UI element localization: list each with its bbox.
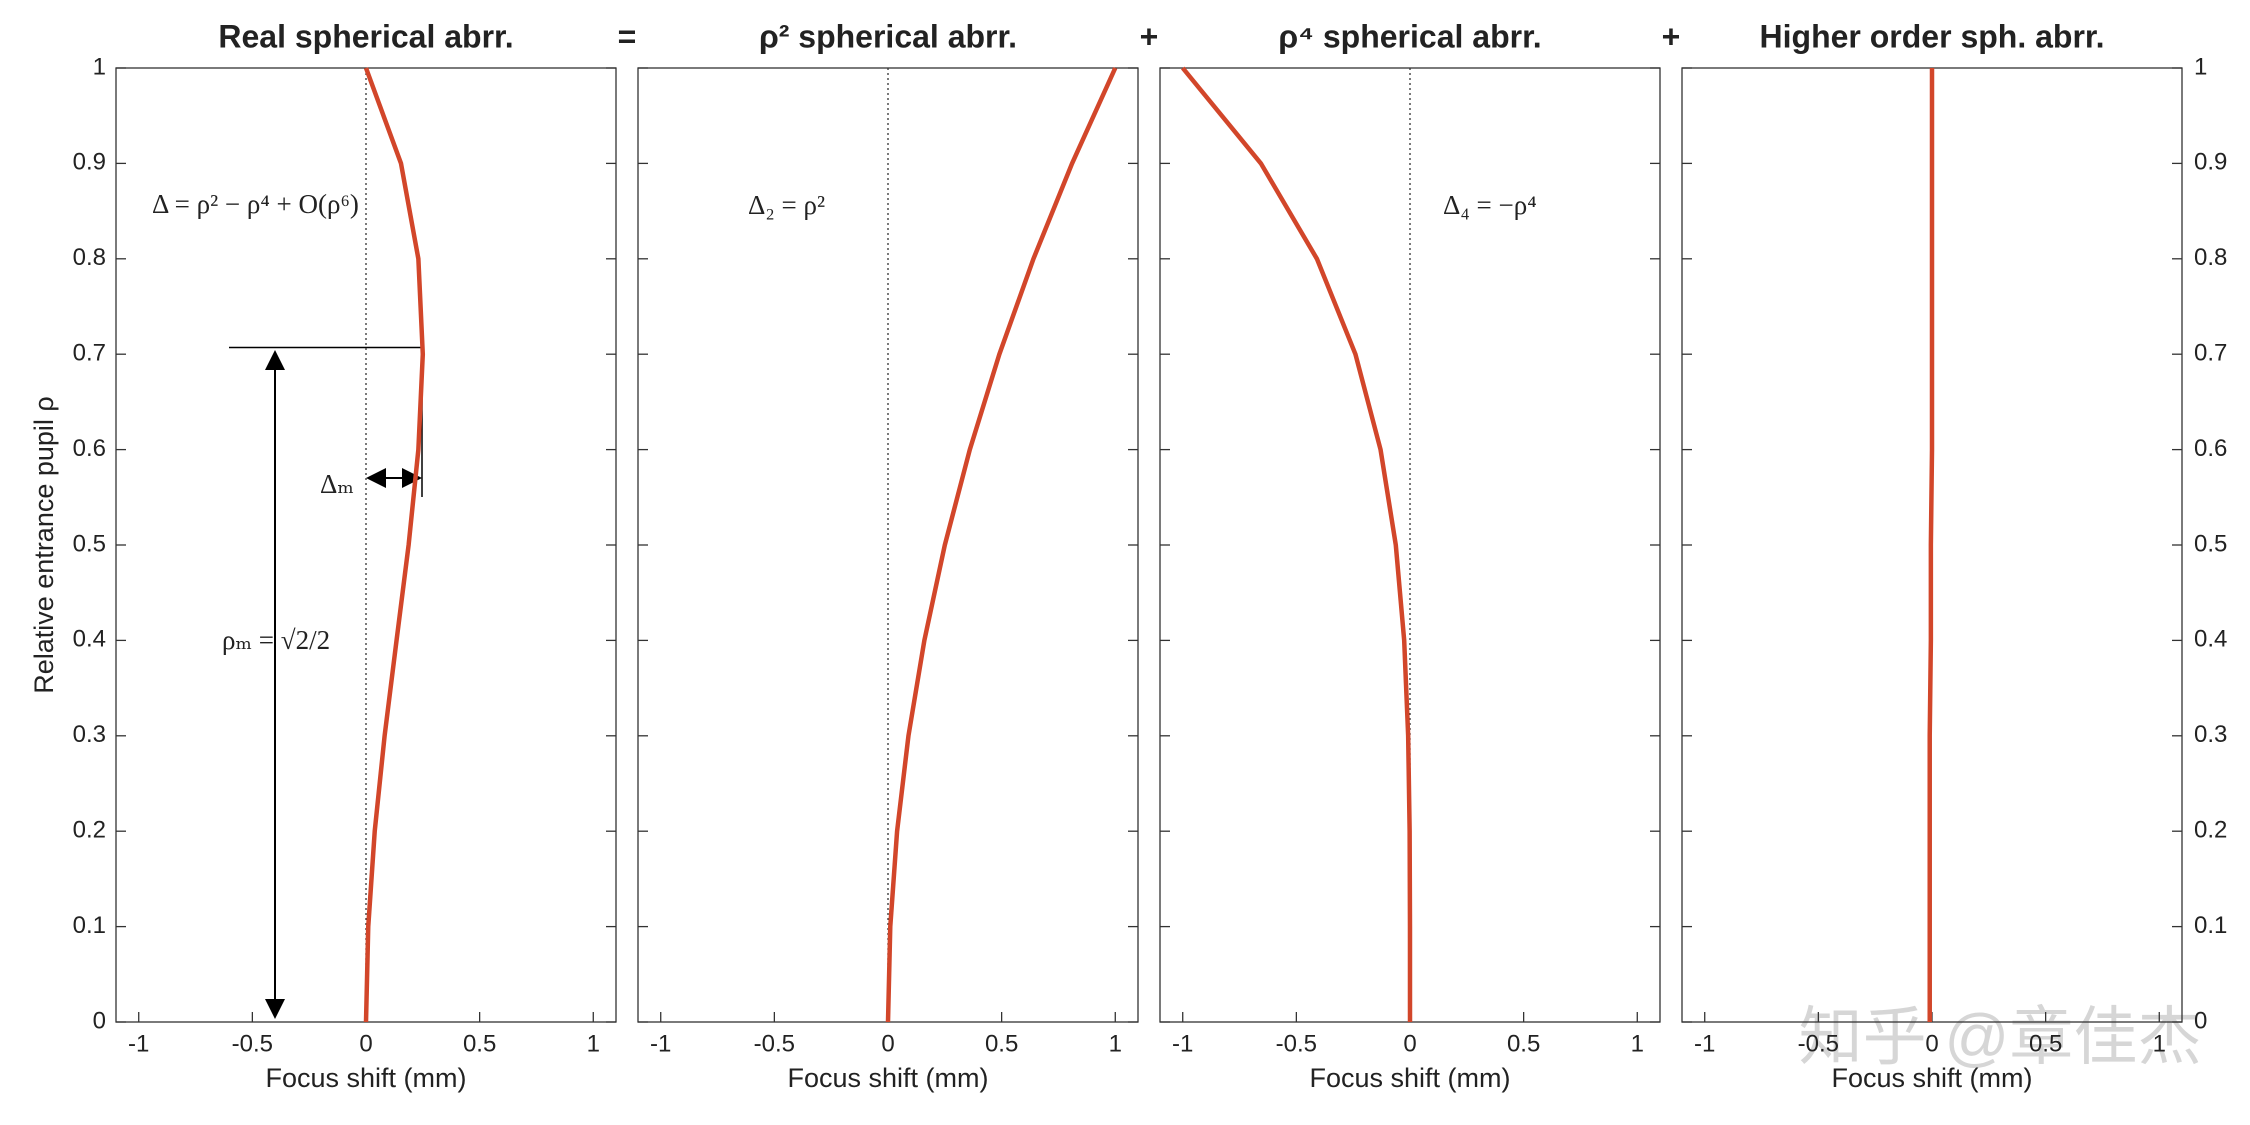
operator: + (1140, 18, 1159, 54)
y-tick-label: 0.1 (73, 912, 106, 939)
y-tick-label: 0.8 (73, 244, 106, 271)
chart-title: ρ⁴ spherical abrr. (1278, 18, 1541, 54)
x-tick-label: 1 (1631, 1030, 1644, 1057)
panel-1-guides (229, 346, 423, 1019)
operator: + (1662, 18, 1681, 54)
y-tick-label: 0.6 (73, 435, 106, 462)
y-tick-label: 0.6 (2194, 435, 2227, 462)
chart-title: Real spherical abrr. (218, 18, 513, 54)
y-tick-label: 1 (2194, 53, 2207, 80)
y-tick-label: 0.9 (2194, 149, 2227, 176)
curve (363, 67, 426, 1023)
x-tick-label: -0.5 (232, 1030, 273, 1057)
annotation: ρₘ = √2/2 (222, 625, 330, 655)
annotation: Δ = ρ² − ρ⁴ + O(ρ⁶) (152, 189, 359, 219)
y-tick-label: 0.3 (2194, 721, 2227, 748)
y-tick-label: 0.5 (2194, 530, 2227, 557)
annotation: Δ₂ = ρ² (748, 190, 825, 220)
x-tick-label: -1 (1172, 1030, 1193, 1057)
x-tick-label: -1 (128, 1030, 149, 1057)
x-tick-label: -1 (650, 1030, 671, 1057)
y-tick-label: 0.7 (2194, 340, 2227, 367)
x-tick-label: -0.5 (1798, 1030, 1839, 1057)
annotation: Δₘ (320, 469, 354, 499)
x-axis-label: Focus shift (mm) (787, 1063, 988, 1093)
chart-title: Higher order sph. abrr. (1760, 18, 2105, 54)
x-tick-label: 0.5 (463, 1030, 496, 1057)
y-tick-label: 0.3 (73, 721, 106, 748)
x-tick-label: 1 (587, 1030, 600, 1057)
y-tick-label: 0 (2194, 1007, 2207, 1034)
y-tick-label: 0.7 (73, 340, 106, 367)
y-tick-label: 0.2 (2194, 817, 2227, 844)
y-tick-label: 1 (93, 53, 106, 80)
x-tick-label: 0 (1925, 1030, 1938, 1057)
curve (1927, 68, 1935, 1022)
curve (1180, 66, 1413, 1023)
x-tick-label: -0.5 (754, 1030, 795, 1057)
x-tick-label: 1 (1109, 1030, 1122, 1057)
y-tick-label: 0.4 (2194, 626, 2227, 653)
y-tick-label: 0.8 (2194, 244, 2227, 271)
watermark: 知乎 @章佳杰 (1799, 1001, 2202, 1073)
x-tick-label: 0 (359, 1030, 372, 1057)
x-tick-label: 0.5 (985, 1030, 1018, 1057)
x-tick-label: 0 (881, 1030, 894, 1057)
chart-title: ρ² spherical abrr. (759, 18, 1017, 54)
y-tick-label: 0.9 (73, 149, 106, 176)
y-axis-label: Relative entrance pupil ρ (29, 396, 59, 694)
y-tick-label: 0.4 (73, 626, 106, 653)
operator: = (618, 18, 637, 54)
y-tick-label: 0.2 (73, 817, 106, 844)
x-axis-label: Focus shift (mm) (1831, 1063, 2032, 1093)
y-tick-label: 0.5 (73, 530, 106, 557)
curve (885, 67, 1118, 1023)
x-tick-label: 1 (2153, 1030, 2166, 1057)
x-tick-label: 0.5 (2029, 1030, 2062, 1057)
x-tick-label: 0.5 (1507, 1030, 1540, 1057)
annotation: Δ₄ = −ρ⁴ (1443, 190, 1537, 220)
x-tick-label: 0 (1403, 1030, 1416, 1057)
y-tick-label: 0.1 (2194, 912, 2227, 939)
x-tick-label: -0.5 (1276, 1030, 1317, 1057)
x-axis-label: Focus shift (mm) (1309, 1063, 1510, 1093)
y-tick-label: 0 (93, 1007, 106, 1034)
x-tick-label: -1 (1694, 1030, 1715, 1057)
x-axis-label: Focus shift (mm) (265, 1063, 466, 1093)
